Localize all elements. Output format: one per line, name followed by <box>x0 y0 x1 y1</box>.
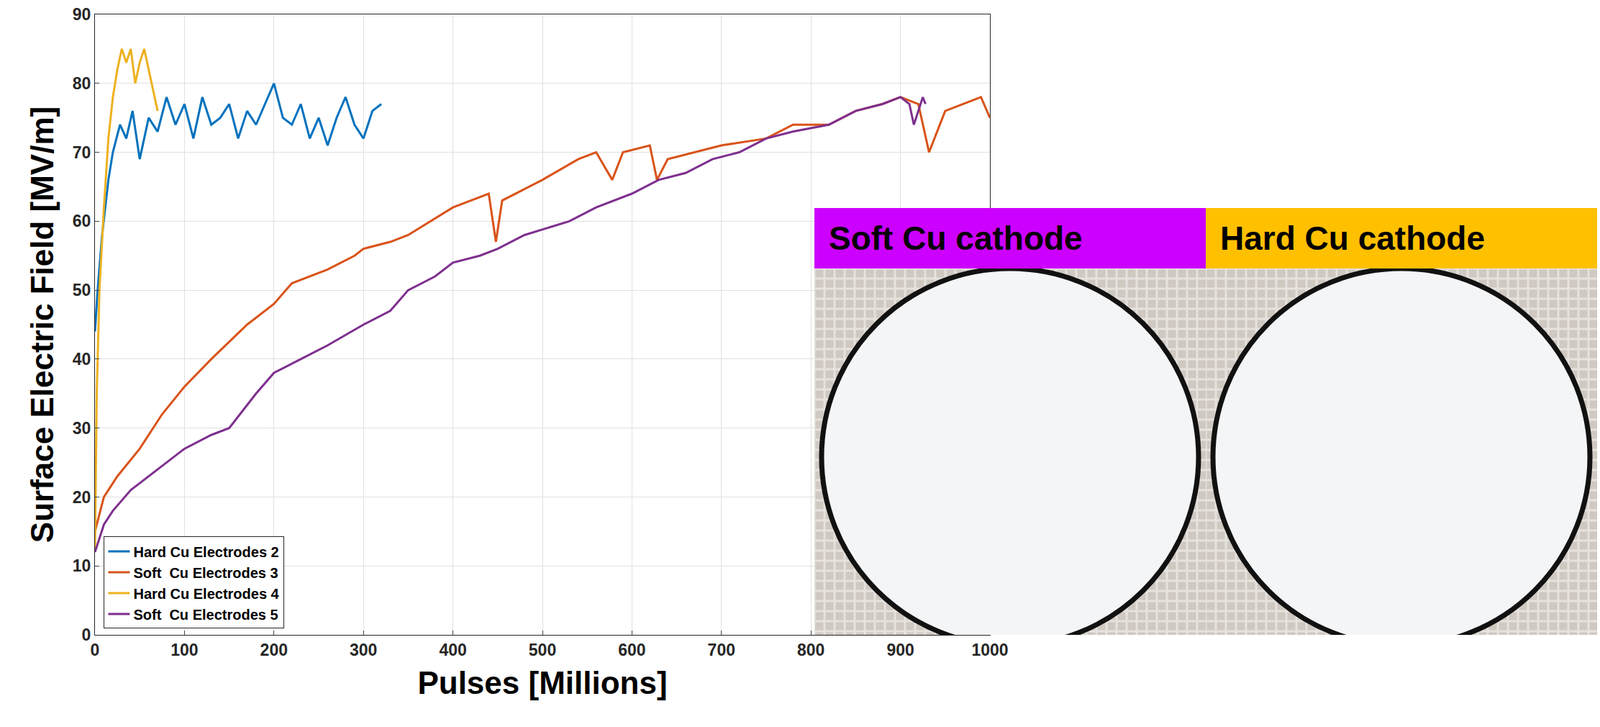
svg-text:Surface Electric Field [MV/m]: Surface Electric Field [MV/m] <box>24 106 60 543</box>
svg-text:30: 30 <box>72 418 92 438</box>
svg-text:Pulses [Millions]: Pulses [Millions] <box>417 664 667 700</box>
svg-text:60: 60 <box>72 211 92 231</box>
svg-text:900: 900 <box>886 640 914 659</box>
svg-text:800: 800 <box>797 640 825 659</box>
svg-text:80: 80 <box>72 74 92 93</box>
svg-text:Hard Cu Electrodes 2: Hard Cu Electrodes 2 <box>133 543 279 560</box>
html-text:Soft Cu cathode: Soft Cu cathode <box>828 219 1083 257</box>
svg-text:300: 300 <box>349 640 377 659</box>
svg-text:700: 700 <box>707 640 736 659</box>
svg-text:70: 70 <box>72 143 92 162</box>
svg-text:Soft Cu Electrodes 5: Soft Cu Electrodes 5 <box>133 606 278 623</box>
svg-text:90: 90 <box>72 5 92 24</box>
svg-text:400: 400 <box>438 640 467 659</box>
svg-text:Hard Cu Electrodes 4: Hard Cu Electrodes 4 <box>133 585 280 602</box>
svg-text:0: 0 <box>82 625 92 644</box>
svg-text:600: 600 <box>617 640 646 659</box>
svg-text:100: 100 <box>170 640 198 659</box>
svg-text:20: 20 <box>72 487 92 506</box>
svg-text:200: 200 <box>260 640 288 659</box>
svg-text:10: 10 <box>72 556 92 575</box>
svg-text:40: 40 <box>72 349 92 369</box>
svg-text:1000: 1000 <box>971 640 1008 659</box>
svg-text:50: 50 <box>72 280 92 300</box>
svg-text:500: 500 <box>528 640 557 659</box>
html-text:Hard Cu cathode: Hard Cu cathode <box>1220 219 1485 257</box>
svg-text:0: 0 <box>90 640 100 659</box>
svg-text:Soft Cu Electrodes 3: Soft Cu Electrodes 3 <box>133 564 278 581</box>
